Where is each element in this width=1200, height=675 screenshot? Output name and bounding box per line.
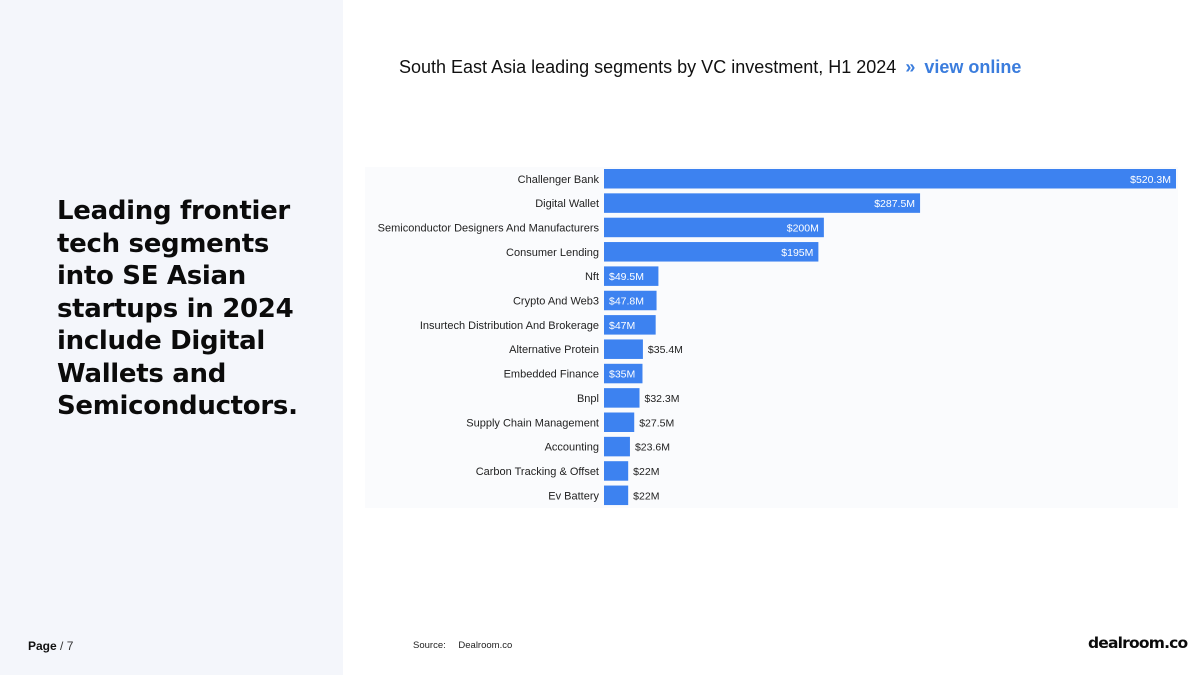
- sidebar-panel: [0, 0, 343, 675]
- source-label: Source:: [413, 640, 446, 651]
- view-online-link[interactable]: view online: [924, 57, 1022, 77]
- value-label: $35M: [609, 369, 635, 381]
- page-separator: /: [60, 639, 64, 653]
- bar-8: [604, 363, 643, 384]
- value-label: $47M: [609, 320, 635, 332]
- value-label: $22M: [633, 490, 659, 502]
- value-label: $27.5M: [639, 417, 674, 429]
- category-label: Supply Chain Management: [466, 417, 599, 429]
- category-label: Consumer Lending: [506, 247, 599, 259]
- category-label: Digital Wallet: [535, 198, 599, 210]
- category-label: Carbon Tracking & Offset: [476, 466, 599, 478]
- value-label: $35.4M: [648, 344, 683, 356]
- category-label: Accounting: [545, 442, 599, 454]
- value-label: $23.6M: [635, 442, 670, 454]
- chart-title-text: South East Asia leading segments by VC i…: [399, 57, 897, 77]
- bar-9: [604, 388, 640, 408]
- category-label: Crypto And Web3: [513, 296, 599, 308]
- bar-4: [604, 266, 659, 286]
- value-label: $32.3M: [645, 393, 680, 405]
- value-label: $49.5M: [609, 271, 644, 283]
- bar-13: [604, 485, 629, 506]
- category-label: Embedded Finance: [504, 369, 599, 381]
- category-label: Nft: [585, 271, 599, 283]
- source-note: Source: Dealroom.co: [413, 640, 512, 651]
- category-label: Challenger Bank: [518, 174, 600, 186]
- value-label: $47.8M: [609, 296, 644, 308]
- bar-11: [604, 436, 630, 457]
- chevron-right-icon: »: [905, 57, 916, 77]
- bar-10: [604, 412, 635, 432]
- value-label: $520.3M: [1130, 174, 1171, 186]
- category-label: Bnpl: [577, 393, 599, 405]
- page-indicator: Page / 7: [28, 639, 73, 653]
- value-label: $200M: [787, 222, 819, 234]
- page-label: Page: [28, 639, 57, 653]
- value-label: $22M: [633, 466, 659, 478]
- dealroom-logo: dealroom.co: [1088, 634, 1188, 652]
- bar-chart-svg: Challenger Bank $520.3M Digital Wallet $287…: [378, 169, 1176, 506]
- bar-1: [604, 193, 921, 213]
- bar-chart: Challenger Bank $520.3M Digital Wallet $287…: [365, 167, 1178, 508]
- page-number: 7: [66, 639, 74, 653]
- value-label: $287.5M: [874, 198, 915, 210]
- bar-0: [604, 169, 1176, 189]
- bar-6: [604, 315, 656, 335]
- bar-3: [604, 242, 819, 262]
- bar-2: [604, 217, 824, 238]
- category-label: Insurtech Distribution And Brokerage: [420, 320, 599, 332]
- category-label: Semiconductor Designers And Manufacturer…: [378, 222, 600, 234]
- category-label: Alternative Protein: [509, 344, 599, 356]
- bar-7: [604, 339, 643, 359]
- bar-12: [604, 461, 629, 481]
- chart-title: South East Asia leading segments by VC i…: [399, 57, 1021, 78]
- bar-5: [604, 290, 657, 311]
- headline: Leading frontier tech segments into SE A…: [57, 196, 298, 421]
- value-label: $195M: [781, 247, 813, 259]
- category-label: Ev Battery: [548, 490, 599, 502]
- source-value: Dealroom.co: [458, 640, 513, 651]
